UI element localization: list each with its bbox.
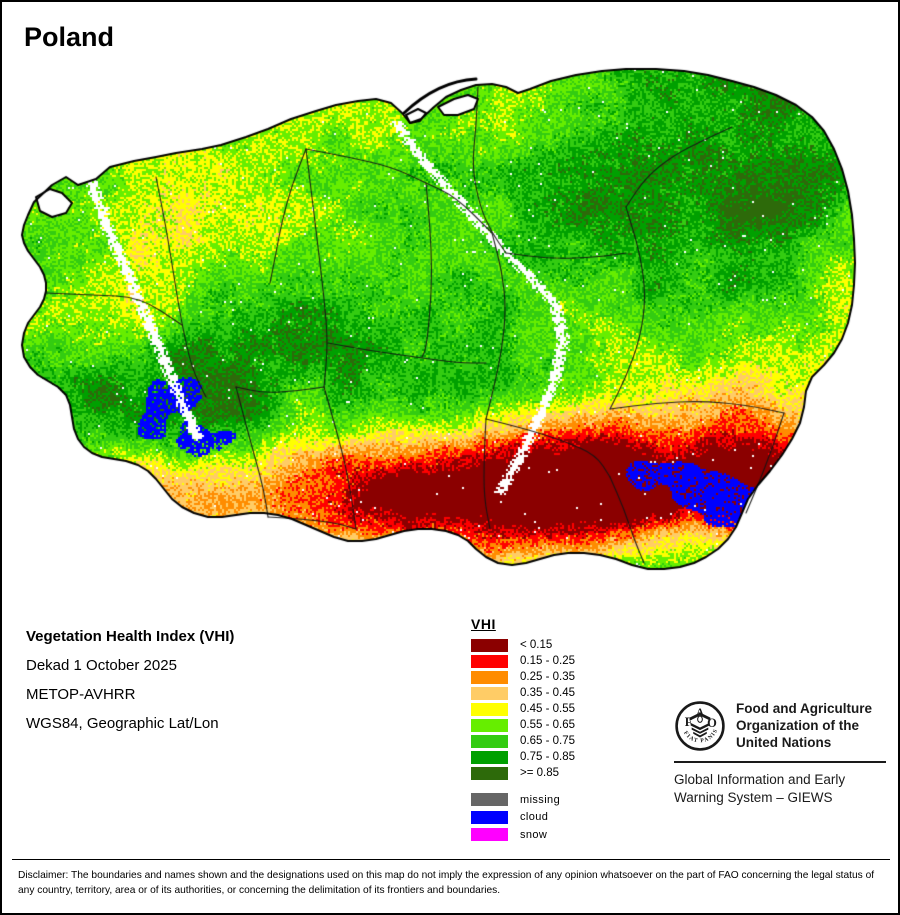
legend-swatch — [471, 793, 508, 807]
legend-row: 0.35 - 0.45 — [471, 685, 575, 701]
fao-divider — [674, 761, 886, 763]
legend-label: missing — [520, 793, 561, 806]
vhi-raster-canvas — [6, 57, 898, 602]
fao-branding-block: F A O FIAT PANIS Food and Agriculture Or… — [674, 700, 889, 807]
legend-swatch — [471, 766, 508, 780]
legend-title: VHI — [471, 616, 496, 632]
disclaimer-text: Disclaimer: The boundaries and names sho… — [18, 870, 875, 896]
legend-swatch — [471, 734, 508, 748]
legend-label: 0.15 - 0.25 — [520, 655, 575, 667]
legend-special-row: snow — [471, 826, 575, 844]
legend-swatch — [471, 702, 508, 716]
legend-swatch — [471, 718, 508, 732]
legend-label: 0.45 - 0.55 — [520, 703, 575, 715]
legend-row: 0.65 - 0.75 — [471, 733, 575, 749]
legend-row: 0.25 - 0.35 — [471, 669, 575, 685]
info-sensor: METOP-AVHRR — [26, 686, 136, 703]
giews-line-2: Warning System – GIEWS — [674, 790, 833, 805]
legend-special-row: cloud — [471, 809, 575, 827]
info-projection: WGS84, Geographic Lat/Lon — [26, 715, 219, 732]
legend-label: 0.65 - 0.75 — [520, 735, 575, 747]
legend-class-list: < 0.15 0.15 - 0.25 0.25 - 0.35 0.35 - 0.45 0… — [471, 637, 575, 781]
fao-org-line-3: United Nations — [736, 735, 832, 750]
svg-text:F: F — [685, 715, 693, 729]
disclaimer-divider — [12, 859, 890, 860]
fao-org-line-1: Food and Agriculture — [736, 701, 872, 716]
vhi-legend: VHI < 0.15 0.15 - 0.25 0.25 - 0.35 0.35 - 0… — [471, 616, 575, 844]
legend-row: 0.15 - 0.25 — [471, 653, 575, 669]
legend-special-row: missing — [471, 791, 575, 809]
legend-swatch — [471, 654, 508, 668]
legend-label: >= 0.85 — [520, 767, 560, 779]
map-raster-area — [6, 57, 898, 602]
giews-system-name: Global Information and Early Warning Sys… — [674, 771, 889, 807]
giews-line-1: Global Information and Early — [674, 772, 846, 787]
legend-swatch — [471, 750, 508, 764]
fao-org-line-2: Organization of the — [736, 718, 859, 733]
svg-text:A: A — [696, 708, 704, 719]
legend-label: 0.25 - 0.35 — [520, 671, 575, 683]
fao-logo-icon: F A O FIAT PANIS — [674, 700, 726, 752]
info-product: Vegetation Health Index (VHI) — [26, 628, 235, 645]
legend-swatch — [471, 670, 508, 684]
fao-organization-name: Food and Agriculture Organization of the… — [736, 700, 872, 751]
legend-label: cloud — [520, 811, 549, 824]
legend-label: 0.35 - 0.45 — [520, 687, 575, 699]
legend-label: 0.55 - 0.65 — [520, 719, 575, 731]
legend-swatch — [471, 810, 508, 824]
fao-header: F A O FIAT PANIS Food and Agriculture Or… — [674, 700, 889, 752]
legend-label: snow — [520, 828, 548, 841]
legend-row: < 0.15 — [471, 637, 575, 653]
legend-label: < 0.15 — [520, 639, 553, 651]
legend-swatch — [471, 686, 508, 700]
legend-label: 0.75 - 0.85 — [520, 751, 575, 763]
page-title: Poland — [24, 22, 115, 52]
legend-row: 0.45 - 0.55 — [471, 701, 575, 717]
legend-row: >= 0.85 — [471, 765, 575, 781]
legend-swatch — [471, 828, 508, 842]
legend-row: 0.55 - 0.65 — [471, 717, 575, 733]
svg-text:O: O — [707, 716, 717, 730]
legend-special-list: missing cloud snow — [471, 791, 575, 844]
info-period: Dekad 1 October 2025 — [26, 657, 177, 674]
legend-swatch — [471, 638, 508, 652]
legend-row: 0.75 - 0.85 — [471, 749, 575, 765]
map-info-block: Vegetation Health Index (VHI) Dekad 1 Oc… — [26, 622, 426, 738]
